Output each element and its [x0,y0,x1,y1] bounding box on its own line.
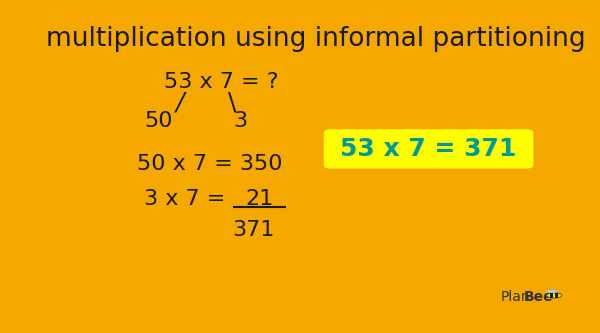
Text: 53 x 7 = ?: 53 x 7 = ? [164,72,278,92]
Text: Bee: Bee [524,290,554,304]
Text: 3: 3 [233,111,247,131]
Ellipse shape [547,293,562,298]
Text: /: / [176,90,184,114]
Text: Plan: Plan [500,290,530,304]
Bar [550,293,553,298]
Text: 50 x 7 = 350: 50 x 7 = 350 [137,154,283,173]
Text: 371: 371 [233,219,275,239]
Text: multiplication using informal partitioning: multiplication using informal partitioni… [46,26,586,52]
Text: 53 x 7 = 371: 53 x 7 = 371 [340,137,517,161]
Ellipse shape [547,290,557,293]
Bar [555,293,558,298]
Text: 3 x 7 =: 3 x 7 = [144,189,233,209]
Text: 21: 21 [245,189,274,209]
FancyBboxPatch shape [324,129,533,168]
Text: 50: 50 [144,111,173,131]
Text: \: \ [228,90,236,114]
